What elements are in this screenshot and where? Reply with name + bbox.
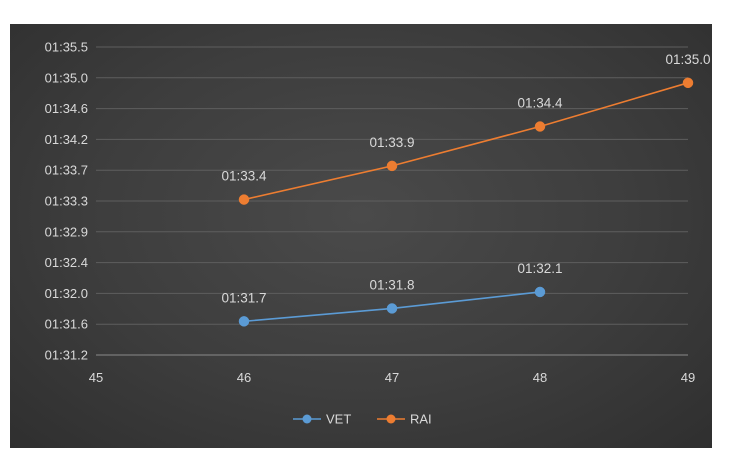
data-label: 01:32.1 xyxy=(517,261,562,276)
y-tick-label: 01:34.2 xyxy=(45,132,88,147)
series xyxy=(238,77,694,327)
line-chart: 01:31.2 01:31.6 01:32.0 01:32.4 01:32.9 01:33… xyxy=(45,40,711,427)
data-label: 01:35.0 xyxy=(665,52,710,67)
y-tick-label: 01:31.2 xyxy=(45,348,88,363)
x-tick-label: 48 xyxy=(533,370,547,385)
data-label: 01:31.7 xyxy=(221,290,266,305)
y-tick-label: 01:32.4 xyxy=(45,255,88,270)
legend-marker-vet xyxy=(302,414,312,424)
data-point xyxy=(534,121,546,132)
y-tick-label: 01:32.9 xyxy=(45,224,88,239)
data-point xyxy=(386,303,398,314)
data-label: 01:33.4 xyxy=(221,169,267,184)
x-tick-label: 49 xyxy=(681,370,695,385)
data-point xyxy=(238,316,250,327)
legend-label-vet: VET xyxy=(326,412,351,427)
series-line-rai xyxy=(243,82,689,201)
chart-panel: 01:31.2 01:31.6 01:32.0 01:32.4 01:32.9 01:33… xyxy=(10,24,712,448)
axes: 01:31.2 01:31.6 01:32.0 01:32.4 01:32.9 01:33… xyxy=(45,40,696,386)
legend: VET RAI xyxy=(293,412,432,427)
x-tick-label: 45 xyxy=(89,370,103,385)
data-point xyxy=(386,160,398,172)
legend-label-rai: RAI xyxy=(410,412,432,427)
y-tick-label: 01:35.0 xyxy=(45,70,88,85)
data-point xyxy=(238,194,250,205)
x-tick-label: 46 xyxy=(237,370,251,385)
y-tick-label: 01:34.6 xyxy=(45,101,88,116)
legend-marker-rai xyxy=(386,414,396,424)
y-tick-label: 01:33.7 xyxy=(45,163,88,178)
data-point xyxy=(534,286,546,298)
data-point xyxy=(682,77,694,89)
y-tick-label: 01:33.3 xyxy=(45,194,88,209)
x-tick-label: 47 xyxy=(385,370,399,385)
y-tick-label: 01:35.5 xyxy=(45,40,88,55)
data-label: 01:31.8 xyxy=(369,277,414,292)
data-label: 01:33.9 xyxy=(369,135,414,150)
data-label: 01:34.4 xyxy=(517,96,563,111)
data-labels: 01:31.7 01:31.8 01:32.1 01:33.4 01:33.9 01:34… xyxy=(221,52,710,306)
y-tick-label: 01:31.6 xyxy=(45,317,88,332)
y-tick-label: 01:32.0 xyxy=(45,286,88,301)
